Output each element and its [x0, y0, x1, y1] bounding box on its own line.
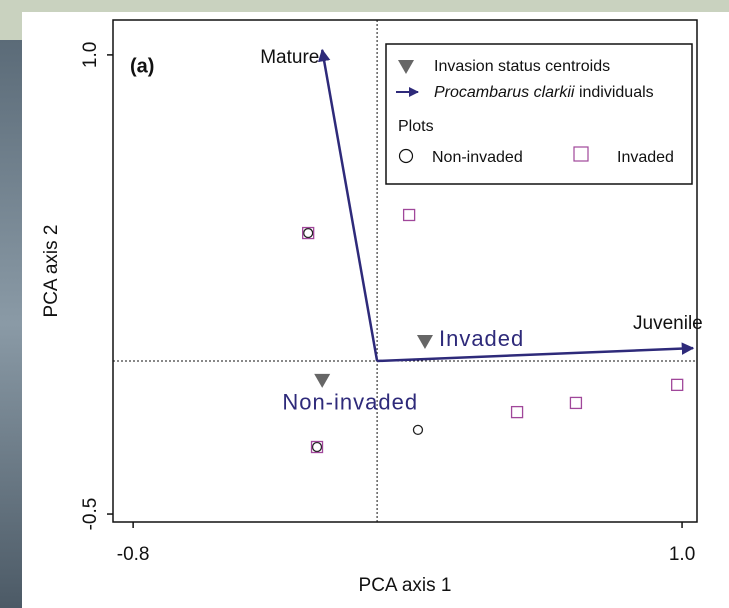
- centroid: [314, 373, 331, 388]
- legend-text: Procambarus clarkii individuals: [434, 84, 654, 101]
- legend-title: Plots: [398, 118, 434, 135]
- point: [569, 396, 583, 410]
- point: [303, 227, 314, 239]
- legend-square: [573, 146, 589, 162]
- legend-text: Invasion status centroids: [434, 58, 610, 75]
- x-tick-label: -0.8: [117, 544, 150, 565]
- legend-text: Invaded: [617, 149, 674, 166]
- legend-italic: Procambarus clarkii: [434, 84, 575, 101]
- point: [510, 405, 524, 419]
- x-axis-label: PCA axis 1: [359, 575, 452, 596]
- legend-triangle: [398, 60, 414, 74]
- panel-label: (a): [130, 55, 154, 77]
- vector-label: Mature: [260, 47, 319, 68]
- y-axis-label: PCA axis 2: [41, 225, 62, 318]
- photo-strip: [0, 40, 22, 608]
- legend-rest: individuals: [579, 84, 654, 101]
- y-tick-label: -0.5: [80, 498, 101, 531]
- x-tick-label: 1.0: [669, 544, 695, 565]
- centroid-label: Invaded: [439, 326, 524, 351]
- legend-circle: [398, 148, 414, 164]
- point: [412, 424, 424, 436]
- centroid: [416, 335, 433, 350]
- legend-text: Non-invaded: [432, 149, 523, 166]
- vector: [377, 342, 695, 363]
- point: [310, 440, 324, 454]
- vector-label: Juvenile: [633, 313, 703, 334]
- y-tick-label: 1.0: [80, 42, 101, 68]
- legend: [385, 43, 693, 185]
- centroid-label: Non-invaded: [282, 390, 418, 415]
- plot-frame: [112, 19, 698, 523]
- point: [311, 441, 323, 453]
- vector: [318, 48, 379, 362]
- point: [671, 378, 684, 392]
- point: [402, 208, 416, 222]
- point: [302, 226, 315, 240]
